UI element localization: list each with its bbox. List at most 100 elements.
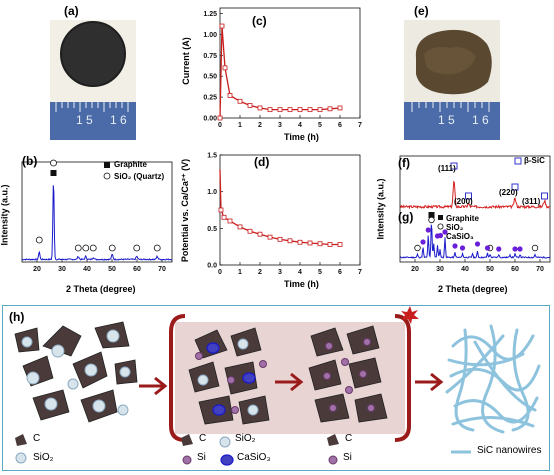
legend-sio2-glyph bbox=[103, 172, 111, 180]
x-tick-label: 40 bbox=[83, 266, 91, 273]
xrd-g-line bbox=[399, 224, 551, 259]
panel-fg: 20 30 40 50 60 70 (f) (g) β-SiC (111) (200) (… bbox=[376, 150, 554, 300]
current-point bbox=[219, 23, 225, 29]
reactor bbox=[169, 314, 411, 442]
ruler-number: 5 bbox=[448, 113, 455, 127]
potential-point bbox=[218, 207, 224, 213]
casio3-marker bbox=[420, 239, 426, 245]
peak-label-111: (111) bbox=[438, 164, 456, 173]
x-tick-label: 6 bbox=[338, 122, 342, 129]
x-tick-label: 2 bbox=[258, 269, 262, 276]
current-point bbox=[267, 107, 273, 113]
chart-c: 0 1 2 3 4 5 6 7 0.00 0.25 0.50 0.75 1.00 1.25 bbox=[203, 7, 362, 129]
potential-point bbox=[227, 218, 233, 224]
y-tick-label: 0.50 bbox=[203, 74, 217, 81]
x-tick-label: 50 bbox=[486, 266, 494, 273]
casio3-marker bbox=[442, 229, 448, 235]
x-tick-label: 5 bbox=[318, 269, 322, 276]
current-point bbox=[297, 107, 303, 113]
x-tick-label: 20 bbox=[411, 266, 419, 273]
casio3-marker bbox=[484, 245, 491, 251]
chart-c-ylabel: Current (A) bbox=[180, 37, 191, 85]
legend-graphite-g: Graphite bbox=[446, 214, 479, 223]
legend4-sic-nanowires: SiC nanowires bbox=[477, 445, 542, 456]
panel-label-h: (h) bbox=[9, 310, 25, 324]
ruler-number: 1 bbox=[110, 113, 117, 127]
current-point bbox=[317, 107, 323, 113]
legend-casio3-g: CaSiO₃ bbox=[446, 232, 474, 241]
panel-label-e: (e) bbox=[414, 4, 429, 18]
legend-graphite: Graphite bbox=[114, 160, 147, 169]
x-tick-label: 0 bbox=[218, 269, 222, 276]
ruler-number: 1 bbox=[438, 113, 445, 127]
x-tick-label: 1 bbox=[238, 122, 242, 129]
graphite-marker bbox=[50, 170, 57, 176]
panel-b: 20 30 40 50 60 70 (b) Intensity (a.u.) 2 Thet… bbox=[0, 150, 180, 300]
ruler-number: 5 bbox=[86, 113, 93, 127]
casio3-marker bbox=[474, 241, 481, 247]
current-point bbox=[222, 65, 228, 71]
sic-marker bbox=[450, 162, 458, 170]
potential-point bbox=[221, 214, 227, 220]
legend-sic-glyph bbox=[514, 157, 522, 165]
chart-c-xlabel: Time (h) bbox=[284, 132, 319, 142]
peak-label-200: (200) bbox=[454, 197, 473, 206]
y-tick-label: 0.00 bbox=[203, 116, 217, 123]
x-tick-label: 60 bbox=[133, 266, 141, 273]
chart-fg: 20 30 40 50 60 70 bbox=[399, 155, 551, 273]
potential-point bbox=[307, 240, 313, 246]
legend1-c: C bbox=[33, 433, 41, 444]
current-point bbox=[257, 105, 263, 111]
panel-label-a: (a) bbox=[64, 4, 79, 18]
plot-frame bbox=[219, 154, 361, 266]
schematic bbox=[14, 306, 541, 466]
y-tick-label: 0.75 bbox=[203, 53, 217, 60]
legend-sio2-quartz: SiO₂ (Quartz) bbox=[114, 172, 165, 181]
chart-b-ylabel: Intensity (a.u.) bbox=[0, 184, 10, 246]
panel-label-b: (b) bbox=[22, 154, 38, 168]
sio2-marker bbox=[35, 236, 43, 244]
y-tick-label: 1.25 bbox=[203, 11, 217, 18]
current-point bbox=[247, 103, 253, 108]
ruler-number: 1 bbox=[76, 113, 83, 127]
panel-label-c: (c) bbox=[252, 14, 267, 28]
chart-d-xlabel: Time (h) bbox=[284, 279, 319, 289]
x-tick-label: 20 bbox=[33, 266, 41, 273]
casio3-marker bbox=[496, 246, 502, 252]
x-tick-label: 5 bbox=[318, 122, 322, 129]
sic-marker bbox=[541, 192, 548, 200]
current-point bbox=[277, 107, 283, 113]
casio3-marker bbox=[452, 243, 458, 249]
current-point bbox=[307, 107, 313, 113]
sio2-marker bbox=[50, 159, 57, 167]
potential-point bbox=[267, 234, 273, 240]
panel-h: (h) C SiO₂ C SiO₂ Si CaSiO₃ C Si SiC nan… bbox=[2, 305, 550, 471]
x-tick-label: 7 bbox=[358, 269, 362, 276]
legend-sio2-g: SiO₂ bbox=[446, 223, 464, 232]
plot-frame bbox=[399, 155, 551, 263]
peak-label-311: (311) bbox=[522, 197, 541, 206]
x-tick-label: 4 bbox=[298, 269, 302, 276]
current-point bbox=[327, 106, 333, 112]
current-line bbox=[219, 25, 341, 119]
sic-nanowires bbox=[445, 324, 541, 434]
legend2-casio3: CaSiO₃ bbox=[237, 452, 271, 463]
x-tick-label: 70 bbox=[536, 266, 544, 273]
chart-b-xlabel: 2 Theta (degree) bbox=[66, 284, 136, 294]
burst-icon bbox=[401, 306, 419, 324]
xrd-b-line bbox=[21, 185, 173, 261]
potential-point bbox=[257, 231, 263, 237]
current-point bbox=[337, 105, 343, 111]
casio3-marker bbox=[425, 227, 431, 233]
y-tick-label: 1.00 bbox=[203, 32, 217, 39]
x-tick-label: 30 bbox=[436, 266, 444, 273]
x-tick-label: 70 bbox=[158, 266, 166, 273]
potential-point bbox=[327, 242, 333, 247]
x-tick-label: 3 bbox=[278, 122, 282, 129]
sio2-marker bbox=[108, 244, 116, 252]
x-tick-label: 60 bbox=[511, 266, 519, 273]
x-tick-label: 30 bbox=[58, 266, 66, 273]
panel-e: (e) 1 5 1 6 bbox=[402, 4, 502, 141]
plot-frame bbox=[219, 7, 361, 119]
ruler-number: 1 bbox=[472, 113, 479, 127]
